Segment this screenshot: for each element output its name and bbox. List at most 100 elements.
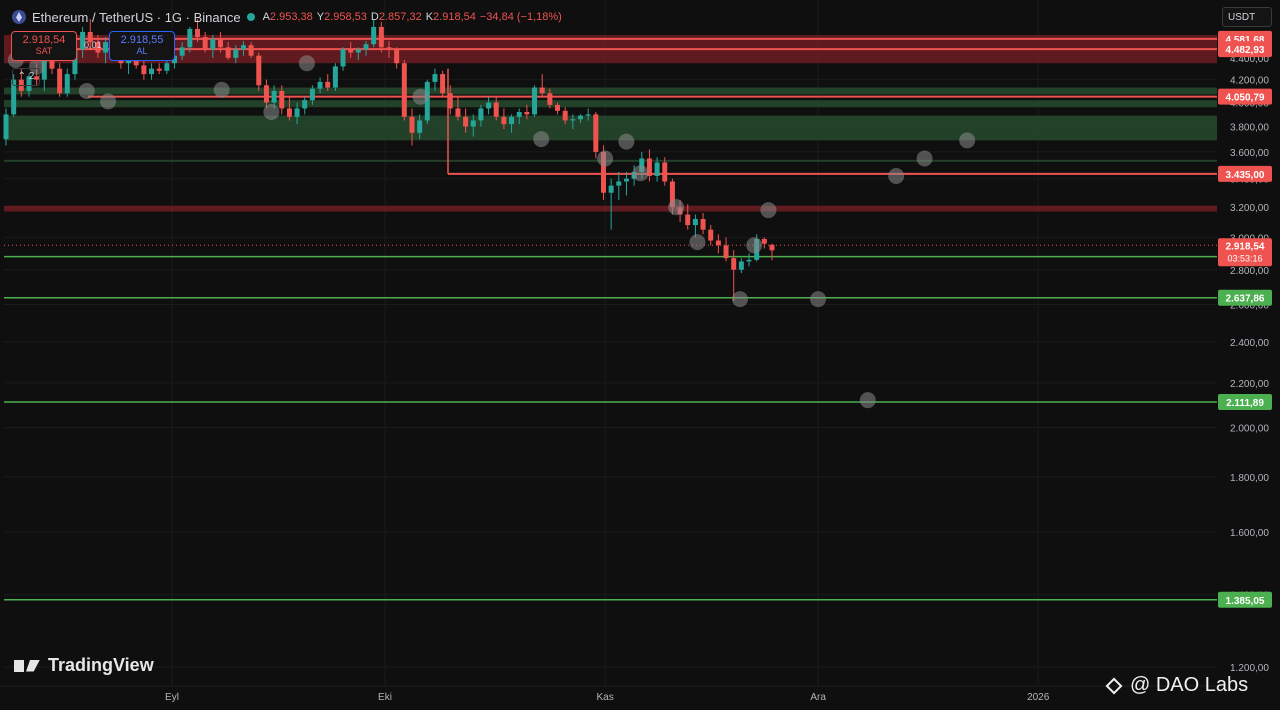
marker-dot bbox=[78, 82, 95, 99]
candle-body bbox=[440, 74, 446, 94]
y-tick-label: 2.800,00 bbox=[1230, 266, 1269, 277]
candle-body bbox=[302, 100, 308, 109]
marker-dot bbox=[668, 199, 685, 216]
candle-body bbox=[164, 63, 170, 71]
candle-body bbox=[355, 49, 361, 53]
marker-dot bbox=[533, 131, 550, 148]
y-tick-label: 1.200,00 bbox=[1230, 663, 1269, 674]
tradingview-logo[interactable]: TradingView bbox=[14, 655, 154, 676]
candle-body bbox=[409, 116, 415, 133]
candle-body bbox=[639, 158, 645, 172]
candle-body bbox=[317, 81, 323, 89]
support-zone bbox=[4, 100, 1217, 108]
market-status-icon bbox=[246, 13, 255, 21]
x-tick-label: Kas bbox=[596, 692, 613, 703]
candle-body bbox=[286, 108, 292, 117]
symbol-title[interactable]: Ethereum / TetherUS · 1G · Binance bbox=[32, 9, 241, 25]
candle-body bbox=[394, 49, 400, 64]
x-tick-label: Eyl bbox=[165, 692, 179, 703]
candle-body bbox=[401, 63, 407, 117]
resistance-zone bbox=[4, 205, 1217, 212]
price-axis: 4.400,004.200,004.000,003.800,003.600,00… bbox=[1217, 0, 1280, 710]
price-label-bg bbox=[1218, 165, 1272, 182]
candle-body bbox=[271, 90, 277, 103]
candle-body bbox=[593, 114, 599, 152]
support-zone bbox=[4, 87, 1217, 95]
ohlc-open: A2.953,38 bbox=[262, 11, 313, 23]
ohlc-close: K2.918,54 bbox=[425, 11, 476, 23]
candle-body bbox=[95, 42, 101, 53]
candle-body bbox=[769, 244, 775, 251]
candle-body bbox=[233, 49, 239, 58]
buy-button[interactable]: 2.918,55 AL bbox=[109, 31, 175, 61]
tradingview-label: TradingView bbox=[48, 655, 154, 675]
candle-body bbox=[240, 45, 246, 50]
marker-dot bbox=[916, 150, 933, 167]
marker-dot bbox=[760, 202, 777, 219]
candle-body bbox=[723, 245, 729, 259]
marker-dot bbox=[746, 237, 763, 254]
candle-body bbox=[325, 81, 331, 88]
chart-header: Ethereum / TetherUS · 1G · Binance A2.95… bbox=[12, 8, 566, 26]
candle-body bbox=[539, 87, 545, 94]
resistance-price-label: 4.581,68 bbox=[1226, 35, 1265, 46]
indicators-toggle[interactable]: ⌃ 2 bbox=[12, 68, 40, 86]
candle-body bbox=[279, 90, 285, 109]
spread-value: 0,01 bbox=[84, 40, 102, 50]
y-tick-label: 1.800,00 bbox=[1230, 473, 1269, 484]
candle-body bbox=[149, 68, 155, 75]
candle-body bbox=[478, 108, 484, 121]
candle-body bbox=[294, 108, 300, 117]
candle-body bbox=[608, 185, 614, 193]
binance-icon bbox=[1104, 676, 1124, 696]
candle-body bbox=[600, 151, 606, 193]
sell-label: SAT bbox=[35, 46, 53, 56]
candle-body bbox=[187, 28, 193, 48]
candle-body bbox=[715, 240, 721, 246]
y-tick-label: 2.600,00 bbox=[1230, 300, 1269, 311]
candle-body bbox=[516, 111, 522, 117]
y-tick-label: 1.600,00 bbox=[1230, 528, 1269, 539]
candle-body bbox=[11, 79, 17, 115]
candle-body bbox=[340, 49, 346, 67]
candle-body bbox=[103, 42, 109, 53]
marker-dot bbox=[29, 58, 46, 75]
candle-body bbox=[447, 93, 453, 109]
candle-body bbox=[585, 114, 591, 116]
resistance-price-label: 4.050,79 bbox=[1226, 93, 1265, 104]
candle-body bbox=[692, 219, 698, 226]
candle-body bbox=[179, 47, 185, 56]
candle-body bbox=[378, 26, 384, 48]
candle-body bbox=[57, 68, 63, 94]
y-tick-label: 3.800,00 bbox=[1230, 123, 1269, 134]
candle-body bbox=[172, 55, 178, 64]
candle-body bbox=[685, 214, 691, 226]
candle-body bbox=[746, 259, 752, 262]
candle-body bbox=[432, 74, 438, 82]
candle-body bbox=[708, 229, 714, 241]
sell-price: 2.918,54 bbox=[22, 34, 66, 46]
time-axis: Eyl Eki Kas Ara 2026 bbox=[0, 685, 1217, 710]
tradingview-icon bbox=[14, 658, 42, 674]
y-tick-label: 2.200,00 bbox=[1230, 379, 1269, 390]
ohlc-high: Y2.958,53 bbox=[316, 11, 367, 23]
currency-select[interactable]: USDT bbox=[1222, 7, 1272, 27]
candle-body bbox=[524, 111, 530, 115]
marker-dot bbox=[100, 93, 117, 110]
candle-body bbox=[616, 181, 622, 186]
x-tick-label: 2026 bbox=[1027, 692, 1050, 703]
candle-body bbox=[133, 57, 139, 66]
y-tick-label: 3.600,00 bbox=[1230, 148, 1269, 159]
candle-body bbox=[470, 120, 476, 127]
candle-body bbox=[256, 55, 262, 86]
candle-body bbox=[493, 102, 499, 117]
sell-button[interactable]: 2.918,54 SAT bbox=[11, 31, 77, 61]
marker-dot bbox=[618, 133, 635, 150]
support-price-label: 2.111,89 bbox=[1226, 398, 1264, 409]
candle-body bbox=[386, 47, 392, 50]
current-price-label: 2.918,54 bbox=[1226, 241, 1265, 252]
watermark-label: @ DAO Labs bbox=[1130, 674, 1249, 696]
x-tick-label: Ara bbox=[810, 692, 826, 703]
candle-body bbox=[731, 258, 737, 270]
